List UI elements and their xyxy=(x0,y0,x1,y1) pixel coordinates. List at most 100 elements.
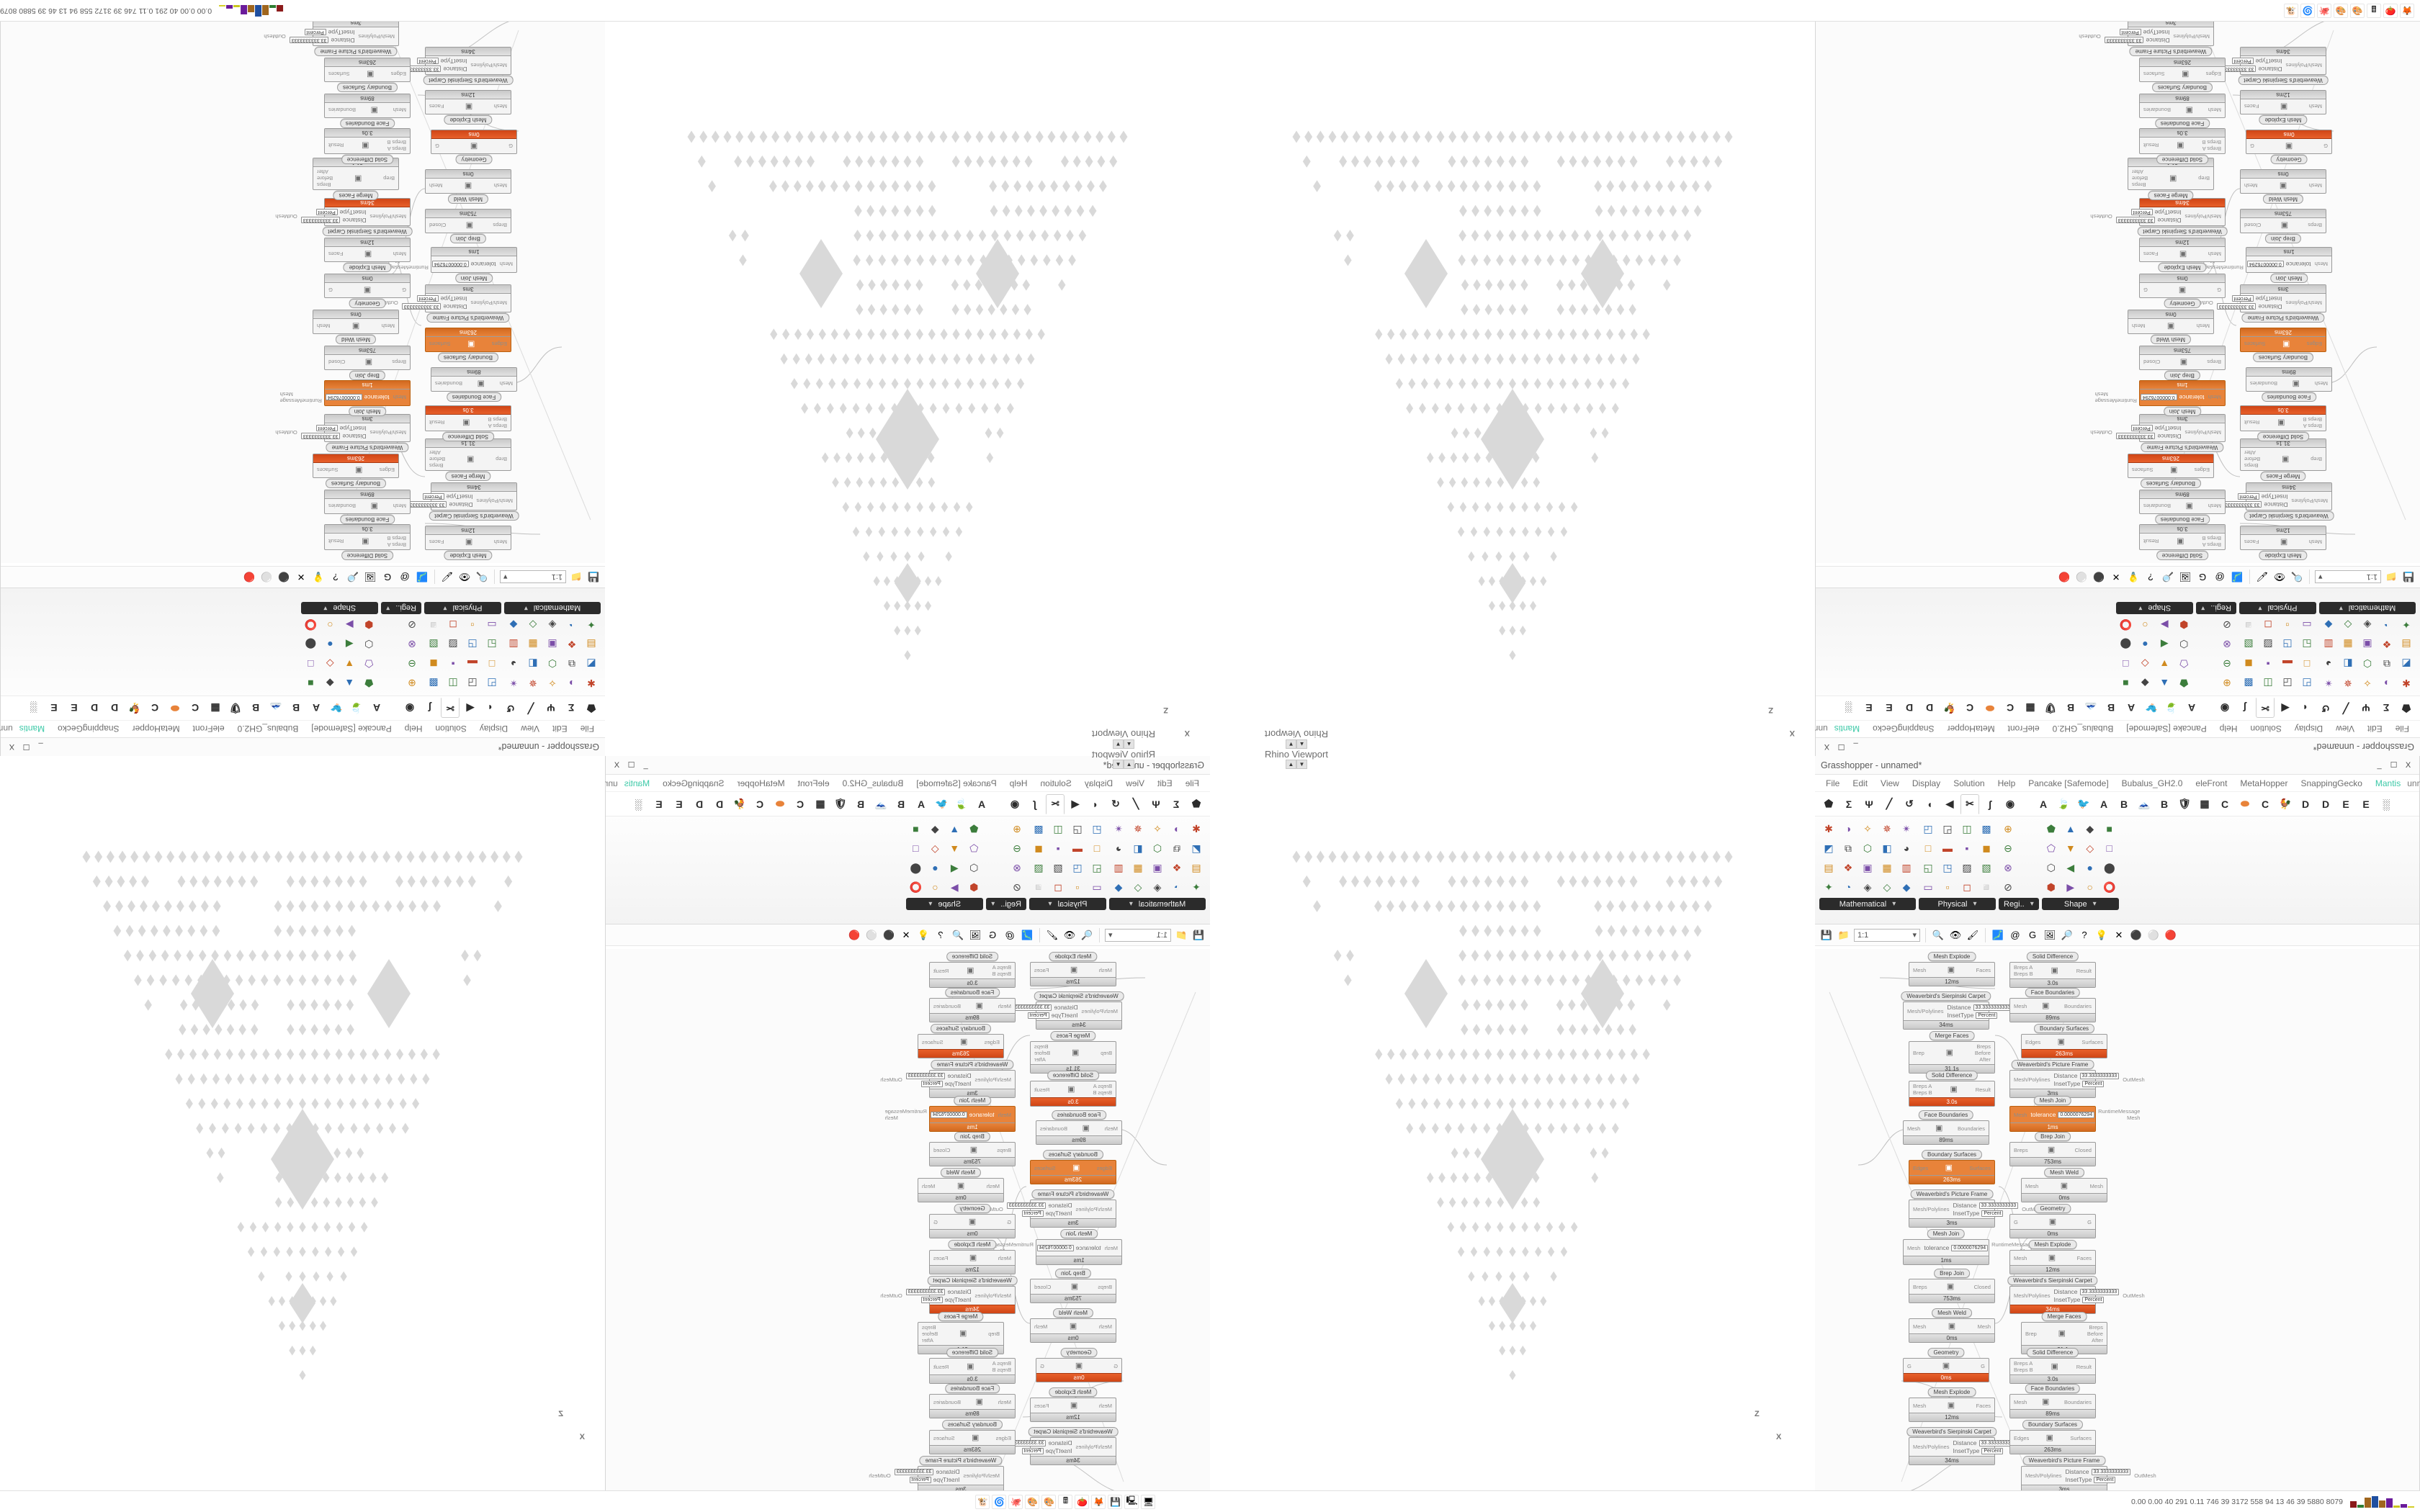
gh-port-in[interactable]: Mesh/Polylines xyxy=(974,1292,1011,1299)
ribbon-icon-0-0[interactable]: ✱ xyxy=(2402,678,2411,689)
ribbon-icon-3-8[interactable]: ◆ xyxy=(326,678,334,689)
gh-field-value[interactable]: Percent xyxy=(315,209,338,216)
ribbon-icon-1-11[interactable]: ◻ xyxy=(1054,881,1062,893)
ribbon-quick-letter-a-0[interactable]: A xyxy=(977,798,986,810)
gh-port-in[interactable]: Breps B xyxy=(488,416,507,423)
ribbon-icon-0-3[interactable]: ✦ xyxy=(587,619,596,631)
ribbon-icon-3-6[interactable]: ◀ xyxy=(2160,639,2169,650)
ribbon-icon-0-15[interactable]: ◇ xyxy=(1883,881,1891,893)
menu-item-edit[interactable]: Edit xyxy=(552,724,568,734)
ribbon-icon-3-14[interactable]: ⬤ xyxy=(305,639,317,650)
ribbon-group-label-0[interactable]: Mathematical ▾ xyxy=(504,602,601,614)
gh-port-in[interactable]: Mesh xyxy=(499,380,513,387)
menu-item-edit[interactable]: Edit xyxy=(2367,724,2383,734)
bulb-icon[interactable]: 💡 xyxy=(312,572,325,583)
ribbon-icon-3-9[interactable]: ◇ xyxy=(2086,842,2094,854)
gh-port-out[interactable]: Result xyxy=(2076,1363,2092,1370)
gh-node[interactable]: Weaverbird's Picture Frame Mesh/Polylines… xyxy=(880,1060,1016,1098)
ribbon-quick-bird-icon[interactable]: 🐦 xyxy=(935,798,948,809)
gh-field-value[interactable]: 33.3333333333 xyxy=(300,217,341,224)
gh-field-value[interactable]: 33.3333333333 xyxy=(1012,1004,1052,1011)
ribbon-icon-3-15[interactable]: ⭕ xyxy=(2119,619,2132,631)
ribbon-icon-3-1[interactable]: ⬠ xyxy=(2046,842,2056,854)
gh-node[interactable]: Boundary Surfaces Edges ▣ Surfaces 263ms xyxy=(1030,1150,1116,1184)
gh-port-in[interactable]: Mesh xyxy=(1913,966,1927,973)
ribbon-quick-shield-icon[interactable]: 🛡 xyxy=(2178,798,2191,809)
ribbon-quick-bird-icon[interactable]: 🐦 xyxy=(330,703,343,714)
ribbon-icon-0-6[interactable]: ❖ xyxy=(567,639,577,650)
gh-node[interactable]: Mesh Join Mesh tolerance 0.0000076294 Runtim… xyxy=(885,1096,1016,1132)
gh-node[interactable]: Weaverbird's Sierpinski Carpet Mesh/Polyl… xyxy=(376,47,514,85)
gh-node[interactable]: Face Boundaries Mesh ▣ Boundaries 89ms xyxy=(2009,1384,2096,1418)
gh-node[interactable]: Brep Join Breps ▣ Closed 753ms xyxy=(929,1132,1016,1166)
gh-port-in[interactable]: Mesh/Polylines xyxy=(1075,1444,1112,1450)
gh-node[interactable]: Geometry G ▣ G 0ms xyxy=(2009,1204,2096,1238)
gh-port-out[interactable]: Result xyxy=(2143,142,2159,149)
viewport-arrows-1[interactable]: ▲ ▼ xyxy=(1113,739,1134,749)
gh-port-out[interactable]: Surfaces xyxy=(922,1038,944,1045)
ribbon-icon-1-1[interactable]: □ xyxy=(2303,658,2311,670)
ribbon-icon-1-9[interactable]: ▪ xyxy=(1965,842,1969,854)
chevron-down-icon[interactable]: ▾ xyxy=(2258,604,2262,612)
gh-node[interactable]: Mesh Weld Mesh ▣ Mesh 0ms xyxy=(918,1168,1004,1202)
amber-icon[interactable]: 🌀 xyxy=(992,1494,1007,1509)
ribbon-group-label-3[interactable]: Shape ▾ xyxy=(906,898,984,910)
ribbon-icon-1-7[interactable]: ▫ xyxy=(470,619,475,631)
menu-item-display[interactable]: Display xyxy=(1912,778,1941,788)
ribbon-quick-letter-d-13[interactable]: D xyxy=(2301,798,2310,810)
ribbon-icon-0-14[interactable]: ▦ xyxy=(2343,639,2353,650)
gh-field-value[interactable]: Percent xyxy=(1981,1210,2004,1217)
ribbon-icon-1-13[interactable]: ◼ xyxy=(1982,842,1991,854)
firefox-icon[interactable]: 🦊 xyxy=(2400,3,2414,18)
ribbon-icon-2-2[interactable]: ⊗ xyxy=(2223,639,2231,650)
gh-field-value[interactable]: Percent xyxy=(1021,1210,1044,1217)
gh-node[interactable]: Mesh Explode Mesh ▣ Faces 12ms xyxy=(324,238,411,272)
ribbon-quick-bird-icon[interactable]: 🐦 xyxy=(2145,703,2158,714)
menu-item-metahopper[interactable]: MetaHopper xyxy=(2240,778,2288,788)
ribbon-icon-3-8[interactable]: ◆ xyxy=(2141,678,2149,689)
ribbon-icon-1-14[interactable]: ▧ xyxy=(2244,639,2254,650)
ribbon-icon-0-4[interactable]: ◑ xyxy=(2383,678,2390,689)
gh-node[interactable]: Solid Difference Breps A Breps B ▣ Result 3.0… xyxy=(929,1348,1016,1384)
gh-node[interactable]: Weaverbird's Picture Frame Mesh/Polylines… xyxy=(981,1189,1116,1228)
gh-port-out[interactable]: Closed xyxy=(2244,222,2262,229)
bulb-icon[interactable]: 💡 xyxy=(2127,572,2140,583)
gh-port-in[interactable]: Brep xyxy=(496,456,507,462)
gh-node[interactable]: Solid Difference Breps A Breps B ▣ Result 3.0… xyxy=(2009,952,2096,988)
gh-port-out[interactable]: RuntimeMessage xyxy=(2094,397,2137,404)
gh-node[interactable]: Mesh Join Mesh tolerance 0.0000076294 Runtim… xyxy=(2095,380,2226,416)
eye-icon[interactable]: 👁 xyxy=(1949,929,1962,940)
menu-item-file[interactable]: File xyxy=(1826,778,1840,788)
chevron-down-icon[interactable]: ▾ xyxy=(1129,900,1133,908)
gh-field-value[interactable]: 33.3333333333 xyxy=(905,1072,946,1079)
ribbon-icon-1-10[interactable]: ▨ xyxy=(1053,862,1063,873)
gh-port-out[interactable]: Faces xyxy=(2143,251,2159,258)
ribbon-icon-0-4[interactable]: ◑ xyxy=(1173,823,1180,834)
gh-port-out[interactable]: Mesh xyxy=(317,323,331,330)
ribbon-icon-2-0[interactable]: ⊕ xyxy=(1013,823,1021,834)
ribbon-icon-0-13[interactable]: ◧ xyxy=(528,658,538,670)
gh-field-value[interactable]: 33.3333333333 xyxy=(300,433,341,440)
ribbon-quick-grid-icon[interactable]: ▦ xyxy=(2025,703,2035,714)
ribbon-icon-2-1[interactable]: ⊖ xyxy=(1013,842,1021,854)
gh-field-value[interactable]: 33.3333333333 xyxy=(401,303,442,310)
menu-item-mantis[interactable]: Mantis xyxy=(1834,724,1860,734)
ribbon-icon-1-9[interactable]: ▪ xyxy=(451,658,455,670)
ribbon-icon-0-6[interactable]: ❖ xyxy=(1843,862,1853,873)
ribbon-icon-0-0[interactable]: ✱ xyxy=(587,678,596,689)
gh-port-in[interactable]: Mesh/Polylines xyxy=(2291,498,2328,504)
ribbon-quick-letter-b-4[interactable]: B xyxy=(897,798,905,810)
ribbon-icon-1-11[interactable]: ◻ xyxy=(2264,619,2272,631)
ribbon-group-label-1[interactable]: Physical ▾ xyxy=(1919,898,1996,910)
paint-icon[interactable]: 🖌 xyxy=(1046,929,1059,940)
gh-port-out[interactable]: Boundaries xyxy=(1040,1125,1067,1132)
gh-field-value[interactable]: 33.3333333333 xyxy=(905,1288,946,1295)
gh-tab-4[interactable]: ↺ xyxy=(1111,798,1120,809)
chevron-down-icon[interactable]: ▾ xyxy=(2201,604,2205,612)
gh-node[interactable]: Face Boundaries Mesh ▣ Boundaries 89ms xyxy=(1036,1110,1122,1145)
ribbon-quick-letter-e-16[interactable]: E xyxy=(655,798,663,810)
maximize-button[interactable]: ☐ xyxy=(1837,742,1845,751)
ribbon-icon-0-16[interactable]: ✴ xyxy=(2324,678,2333,689)
gh-node[interactable]: Geometry G ▣ G 0ms xyxy=(929,1204,1016,1238)
ribbon-icon-0-17[interactable]: ◕ xyxy=(2325,658,2332,670)
